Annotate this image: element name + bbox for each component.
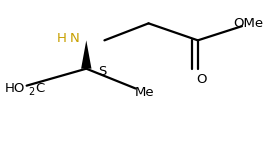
Polygon shape — [81, 40, 91, 69]
Text: Me: Me — [134, 86, 154, 99]
Text: C: C — [36, 82, 45, 95]
Text: HO: HO — [5, 82, 25, 95]
Text: S: S — [98, 65, 106, 78]
Text: O: O — [197, 74, 207, 87]
Text: 2: 2 — [28, 87, 34, 97]
Text: N: N — [69, 32, 79, 45]
Text: OMe: OMe — [233, 17, 263, 30]
Text: H: H — [56, 32, 66, 45]
